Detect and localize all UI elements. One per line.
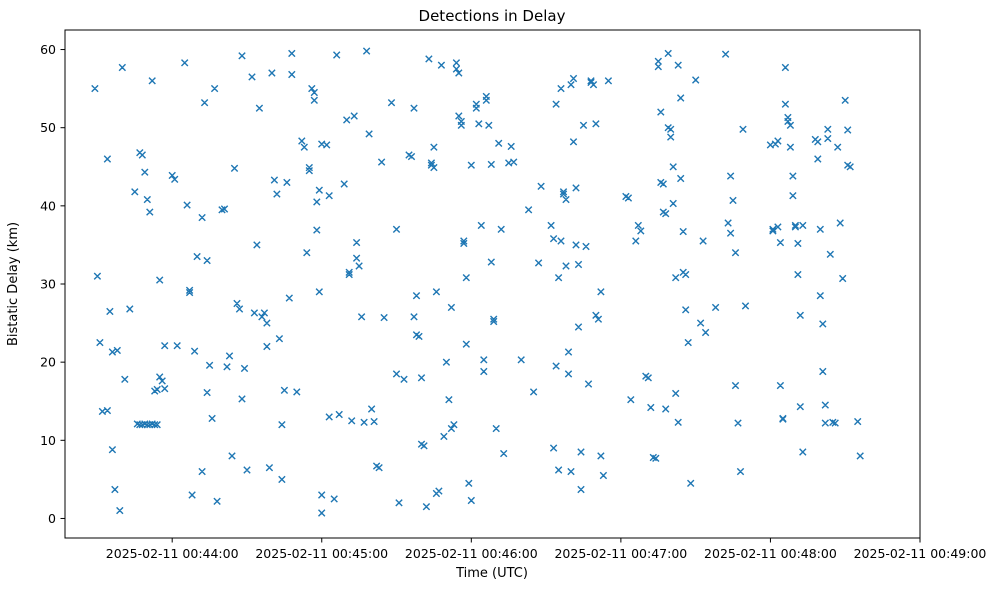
axes-frame xyxy=(64,29,921,539)
y-axis-label: Bistatic Delay (km) xyxy=(6,222,21,346)
y-axis-ticks: 0 10 20 30 40 50 60 xyxy=(40,42,65,526)
x-axis-ticks: 2025-02-11 00:44:00 2025-02-11 00:45:00 20… xyxy=(106,538,987,561)
y-tick-label: 40 xyxy=(40,198,56,213)
x-tick-label: 2025-02-11 00:46:00 xyxy=(405,546,538,561)
x-tick-label: 2025-02-11 00:47:00 xyxy=(554,546,687,561)
y-tick-label: 0 xyxy=(48,511,56,526)
x-tick-label: 2025-02-11 00:45:00 xyxy=(255,546,388,561)
x-tick-label: 2025-02-11 00:49:00 xyxy=(854,546,987,561)
chart-title: Detections in Delay xyxy=(419,7,566,25)
y-tick-label: 60 xyxy=(40,42,56,57)
x-tick-label: 2025-02-11 00:44:00 xyxy=(106,546,239,561)
y-tick-label: 10 xyxy=(40,433,56,448)
scatter-points xyxy=(91,47,864,517)
x-tick-label: 2025-02-11 00:48:00 xyxy=(704,546,837,561)
x-axis-label: Time (UTC) xyxy=(455,566,528,581)
y-tick-label: 30 xyxy=(40,277,56,292)
y-tick-label: 50 xyxy=(40,120,56,135)
y-tick-label: 20 xyxy=(40,355,56,370)
